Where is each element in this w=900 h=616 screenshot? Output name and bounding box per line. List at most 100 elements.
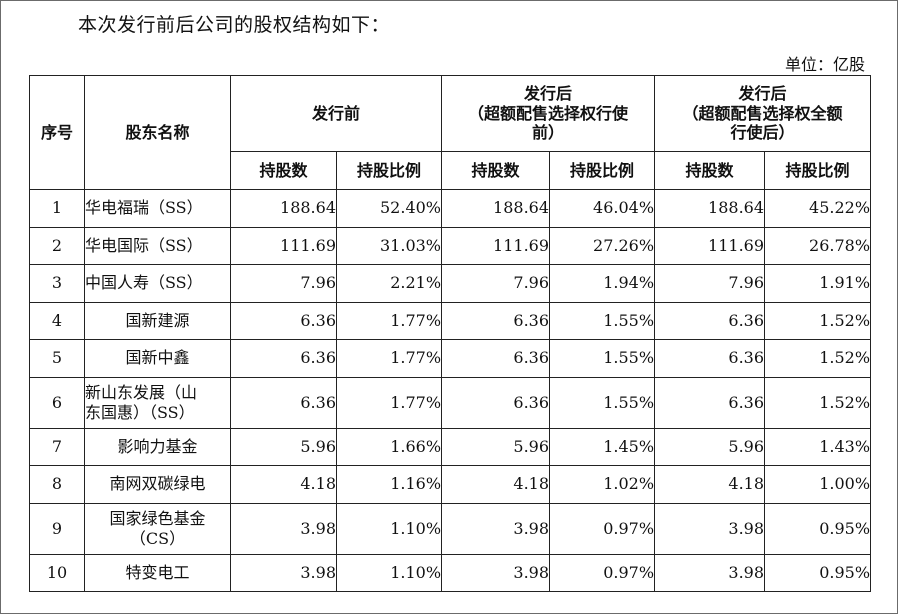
header-post-a-line1: 发行后 bbox=[524, 84, 573, 104]
post2-ratio: 1.52% bbox=[764, 301, 872, 340]
post2-ratio: 1.52% bbox=[764, 376, 872, 429]
header-pre-issue: 发行前 bbox=[229, 75, 443, 152]
post2-shares: 188.64 bbox=[654, 189, 766, 228]
table-row: 7 影响力基金 5.96 1.66% 5.96 1.45% 5.96 1.43% bbox=[29, 427, 872, 466]
equity-structure-table: 序号 股东名称 发行前 发行后 （超额配售选择权行使 前） 发行后 （超额配售选… bbox=[29, 75, 872, 592]
pre-ratio: 1.10% bbox=[335, 553, 443, 592]
table-row: 4 国新建源 6.36 1.77% 6.36 1.55% 6.36 1.52% bbox=[29, 301, 872, 340]
shareholder-name: 国新中鑫 bbox=[84, 339, 231, 378]
table-row: 10 特变电工 3.98 1.10% 3.98 0.97% 3.98 0.95% bbox=[29, 553, 872, 592]
shareholder-name: 华电国际（SS） bbox=[84, 226, 231, 265]
pre-shares: 6.36 bbox=[230, 301, 337, 340]
row-index: 2 bbox=[29, 226, 85, 265]
post1-ratio: 1.55% bbox=[549, 301, 656, 340]
header-shareholder-name: 股东名称 bbox=[84, 75, 231, 190]
shareholder-name: 华电福瑞（SS） bbox=[84, 189, 231, 228]
header-seq: 序号 bbox=[29, 75, 85, 190]
row-index: 7 bbox=[29, 427, 85, 466]
shareholder-name-line2: 东国惠）（SS） bbox=[85, 402, 195, 422]
post2-shares: 6.36 bbox=[654, 376, 766, 429]
post2-ratio: 1.52% bbox=[764, 339, 872, 378]
header-post-a-line3: 前） bbox=[532, 123, 565, 143]
table-row: 5 国新中鑫 6.36 1.77% 6.36 1.55% 6.36 1.52% bbox=[29, 339, 872, 378]
post1-shares: 7.96 bbox=[441, 264, 551, 303]
header-post1-ratio: 持股比例 bbox=[549, 151, 656, 190]
header-post2-ratio: 持股比例 bbox=[764, 151, 872, 190]
post2-shares: 6.36 bbox=[654, 301, 766, 340]
row-index: 3 bbox=[29, 264, 85, 303]
row-index: 1 bbox=[29, 189, 85, 228]
post1-shares: 6.36 bbox=[441, 339, 551, 378]
pre-shares: 4.18 bbox=[230, 465, 337, 504]
pre-ratio: 1.77% bbox=[335, 339, 443, 378]
table-row: 1 华电福瑞（SS） 188.64 52.40% 188.64 46.04% 1… bbox=[29, 189, 872, 228]
row-index: 5 bbox=[29, 339, 85, 378]
row-index: 6 bbox=[29, 376, 85, 429]
pre-ratio: 52.40% bbox=[335, 189, 443, 228]
shareholder-name: 国家绿色基金 （CS） bbox=[84, 502, 231, 555]
pre-shares: 6.36 bbox=[230, 376, 337, 429]
table-row: 3 中国人寿（SS） 7.96 2.21% 7.96 1.94% 7.96 1.… bbox=[29, 264, 872, 303]
post1-ratio: 0.97% bbox=[549, 502, 656, 555]
post2-ratio: 0.95% bbox=[764, 502, 872, 555]
pre-ratio: 1.16% bbox=[335, 465, 443, 504]
shareholder-name: 南网双碳绿电 bbox=[84, 465, 231, 504]
pre-shares: 3.98 bbox=[230, 502, 337, 555]
pre-ratio: 1.77% bbox=[335, 376, 443, 429]
shareholder-name: 中国人寿（SS） bbox=[84, 264, 231, 303]
post2-ratio: 26.78% bbox=[764, 226, 872, 265]
post1-ratio: 1.45% bbox=[549, 427, 656, 466]
post2-ratio: 1.43% bbox=[764, 427, 872, 466]
post1-shares: 3.98 bbox=[441, 553, 551, 592]
post1-ratio: 1.55% bbox=[549, 339, 656, 378]
post1-ratio: 1.55% bbox=[549, 376, 656, 429]
post2-ratio: 0.95% bbox=[764, 553, 872, 592]
pre-ratio: 31.03% bbox=[335, 226, 443, 265]
post1-ratio: 1.02% bbox=[549, 465, 656, 504]
pre-shares: 7.96 bbox=[230, 264, 337, 303]
shareholder-name: 国新建源 bbox=[84, 301, 231, 340]
post1-shares: 6.36 bbox=[441, 301, 551, 340]
pre-ratio: 1.66% bbox=[335, 427, 443, 466]
post2-ratio: 1.00% bbox=[764, 465, 872, 504]
post2-shares: 3.98 bbox=[654, 553, 766, 592]
table-row: 2 华电国际（SS） 111.69 31.03% 111.69 27.26% 1… bbox=[29, 226, 872, 265]
row-index: 9 bbox=[29, 502, 85, 555]
post1-ratio: 46.04% bbox=[549, 189, 656, 228]
header-post-a-line2: （超额配售选择权行使 bbox=[468, 103, 629, 123]
table-row: 9 国家绿色基金 （CS） 3.98 1.10% 3.98 0.97% 3.98… bbox=[29, 502, 872, 555]
header-row-1: 序号 股东名称 发行前 发行后 （超额配售选择权行使 前） 发行后 （超额配售选… bbox=[29, 75, 872, 190]
pre-shares: 5.96 bbox=[230, 427, 337, 466]
row-index: 10 bbox=[29, 553, 85, 592]
post1-shares: 111.69 bbox=[441, 226, 551, 265]
shareholder-name: 影响力基金 bbox=[84, 427, 231, 466]
unit-label: 单位：亿股 bbox=[784, 55, 865, 74]
post2-shares: 7.96 bbox=[654, 264, 766, 303]
shareholder-name-line2: （CS） bbox=[129, 528, 186, 548]
post1-ratio: 0.97% bbox=[549, 553, 656, 592]
post1-shares: 5.96 bbox=[441, 427, 551, 466]
pre-shares: 188.64 bbox=[230, 189, 337, 228]
pre-ratio: 2.21% bbox=[335, 264, 443, 303]
header-post-issue-before-overallotment: 发行后 （超额配售选择权行使 前） bbox=[441, 75, 656, 152]
post1-shares: 3.98 bbox=[441, 502, 551, 555]
shareholder-name-line1: 国家绿色基金 bbox=[109, 508, 206, 528]
pre-shares: 6.36 bbox=[230, 339, 337, 378]
header-pre-shares: 持股数 bbox=[230, 151, 337, 190]
header-post-b-line3: 行使后） bbox=[730, 123, 795, 143]
header-post-b-line1: 发行后 bbox=[738, 84, 787, 104]
post2-shares: 6.36 bbox=[654, 339, 766, 378]
post1-shares: 188.64 bbox=[441, 189, 551, 228]
intro-text: 本次发行前后公司的股权结构如下： bbox=[78, 14, 391, 36]
header-post1-shares: 持股数 bbox=[441, 151, 551, 190]
shareholder-name-line1: 新山东发展（山 bbox=[85, 382, 198, 402]
pre-shares: 3.98 bbox=[230, 553, 337, 592]
post2-shares: 3.98 bbox=[654, 502, 766, 555]
header-pre-ratio: 持股比例 bbox=[335, 151, 443, 190]
pre-ratio: 1.10% bbox=[335, 502, 443, 555]
shareholder-name: 特变电工 bbox=[84, 553, 231, 592]
pre-ratio: 1.77% bbox=[335, 301, 443, 340]
table-row: 8 南网双碳绿电 4.18 1.16% 4.18 1.02% 4.18 1.00… bbox=[29, 465, 872, 504]
post1-ratio: 27.26% bbox=[549, 226, 656, 265]
